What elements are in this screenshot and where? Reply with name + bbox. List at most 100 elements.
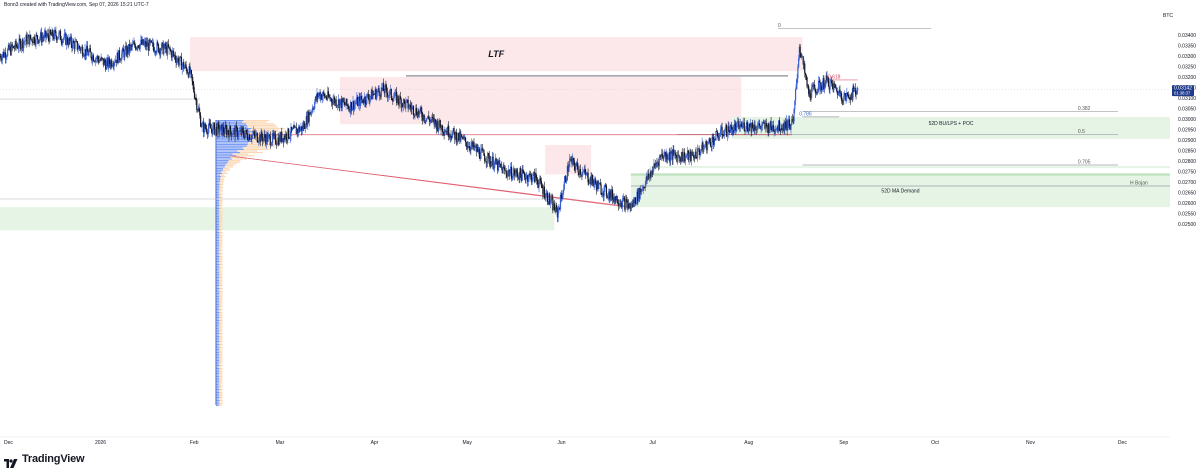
vp-bar-up bbox=[216, 267, 220, 269]
candle-body bbox=[270, 144, 272, 146]
candle-body bbox=[4, 52, 6, 59]
candle-body bbox=[521, 169, 523, 181]
candle-body bbox=[696, 148, 699, 159]
candle-body bbox=[276, 144, 278, 145]
candle-body bbox=[632, 200, 634, 208]
candle-body bbox=[659, 155, 661, 158]
candle-body bbox=[797, 67, 799, 79]
candle-body bbox=[490, 162, 493, 167]
candle-body bbox=[568, 166, 570, 172]
candle-body bbox=[373, 94, 375, 95]
candle-body bbox=[326, 98, 328, 100]
vp-bar-down bbox=[219, 190, 224, 192]
candle-body bbox=[212, 125, 214, 135]
candle-body bbox=[126, 47, 128, 56]
candle-body bbox=[227, 130, 229, 133]
candle-body bbox=[728, 126, 730, 132]
candle-body bbox=[165, 45, 167, 49]
candle-body bbox=[594, 179, 596, 183]
candle-body bbox=[288, 128, 290, 139]
vp-bar-up bbox=[216, 307, 219, 309]
vp-bar-down bbox=[219, 364, 223, 366]
candle-body bbox=[82, 47, 84, 56]
vp-bar-down bbox=[218, 345, 222, 347]
candle-body bbox=[86, 45, 88, 52]
vp-bar-down bbox=[231, 158, 247, 160]
vp-bar-up bbox=[216, 244, 220, 246]
brand-footer[interactable]: TradingView bbox=[4, 453, 85, 468]
candle-body bbox=[167, 44, 169, 55]
vp-bar-up bbox=[216, 396, 220, 398]
candle-body bbox=[570, 158, 572, 160]
candle-body bbox=[205, 128, 207, 129]
candle-body bbox=[615, 195, 617, 201]
candle-body bbox=[222, 126, 225, 133]
candle-body bbox=[697, 148, 699, 149]
candle-body bbox=[298, 126, 300, 133]
candle-body bbox=[696, 157, 698, 159]
candle-body bbox=[386, 86, 388, 93]
candle-body bbox=[437, 121, 439, 131]
candle-body bbox=[193, 91, 196, 99]
vp-bar-up bbox=[216, 200, 220, 202]
candle-body bbox=[735, 125, 737, 132]
candle-body bbox=[794, 89, 797, 101]
candle-body bbox=[738, 121, 740, 130]
candle-body bbox=[286, 139, 288, 141]
vp-bar-down bbox=[218, 404, 222, 406]
candle-body bbox=[232, 134, 234, 135]
candle-body bbox=[517, 172, 519, 177]
vp-bar-up bbox=[216, 152, 241, 154]
candle-body bbox=[183, 62, 185, 69]
candle-body bbox=[505, 170, 507, 174]
candle-body bbox=[278, 137, 280, 145]
vp-bar-down bbox=[219, 371, 223, 373]
candle-body bbox=[405, 100, 407, 108]
candle-body bbox=[664, 151, 666, 158]
candle-body bbox=[785, 120, 787, 129]
candle-body bbox=[510, 166, 513, 179]
candle-body bbox=[743, 122, 745, 131]
vp-bar-up bbox=[216, 324, 219, 326]
vp-bar-up bbox=[216, 188, 220, 190]
candle-body bbox=[582, 171, 585, 173]
candle-body bbox=[43, 37, 45, 39]
candle-body bbox=[802, 56, 804, 65]
vp-bar-up bbox=[216, 137, 255, 139]
candle-body bbox=[463, 136, 465, 139]
candle-body bbox=[778, 120, 781, 131]
candle-body bbox=[115, 59, 117, 63]
candle-body bbox=[699, 151, 701, 155]
candle-body bbox=[56, 36, 58, 41]
vp-bar-down bbox=[218, 286, 222, 288]
vp-bar-down bbox=[219, 214, 223, 216]
candle-body bbox=[448, 136, 451, 138]
candle-body bbox=[342, 98, 344, 103]
candle-body bbox=[650, 172, 652, 177]
candle-body bbox=[609, 190, 611, 200]
candle-body bbox=[115, 59, 117, 63]
candle-body bbox=[466, 146, 468, 147]
vp-bar-down bbox=[219, 182, 224, 184]
vp-bar-up bbox=[216, 361, 220, 363]
candle-body bbox=[98, 60, 101, 63]
candle-body bbox=[10, 46, 12, 55]
candle-body bbox=[447, 125, 449, 135]
candle-body bbox=[543, 186, 545, 195]
candle-body bbox=[252, 131, 255, 135]
vp-bar-up bbox=[216, 219, 220, 221]
vp-bar-down bbox=[219, 395, 223, 397]
candle-body bbox=[549, 202, 552, 204]
candle-body bbox=[262, 137, 265, 142]
candle-body bbox=[294, 125, 296, 128]
candle-body bbox=[194, 98, 196, 99]
candle-body bbox=[258, 134, 261, 142]
candle-body bbox=[843, 95, 845, 102]
candle-body bbox=[719, 129, 722, 136]
vp-bar-up bbox=[216, 332, 220, 334]
candle-body bbox=[595, 183, 598, 191]
candle-body bbox=[788, 119, 790, 128]
vp-bar-up bbox=[216, 305, 220, 307]
candle-body bbox=[112, 65, 114, 67]
